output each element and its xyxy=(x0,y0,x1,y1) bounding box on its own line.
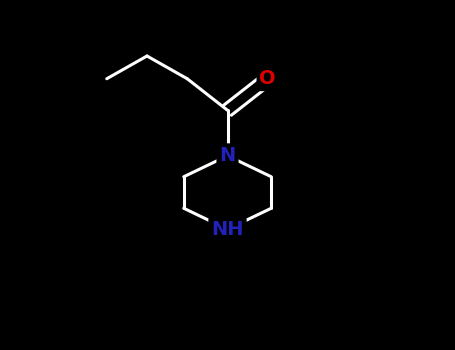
Text: N: N xyxy=(219,146,236,165)
Text: NH: NH xyxy=(211,220,244,239)
Text: O: O xyxy=(259,69,276,88)
